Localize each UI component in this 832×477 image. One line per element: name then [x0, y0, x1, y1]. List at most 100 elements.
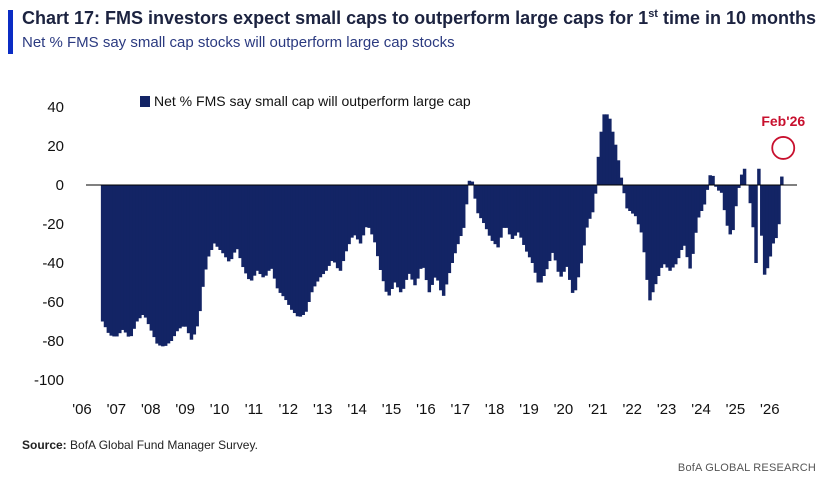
bar — [507, 185, 512, 235]
feb26-annotation: Feb'26 — [761, 113, 805, 160]
bar — [510, 185, 515, 239]
bar — [754, 185, 758, 263]
bar — [599, 131, 604, 185]
bar — [570, 185, 575, 293]
bar — [633, 185, 638, 217]
bar — [702, 185, 707, 205]
bar — [711, 175, 715, 185]
title-tail: time in 10 months — [657, 8, 816, 28]
bar — [556, 185, 561, 272]
bar — [450, 185, 454, 263]
bar — [596, 156, 601, 185]
bar — [321, 185, 326, 275]
x-tick-label: '14 — [347, 401, 367, 418]
y-tick-label: 0 — [56, 177, 64, 194]
bar — [384, 185, 389, 292]
bar — [668, 185, 672, 271]
title-main: Chart 17: FMS investors expect small cap… — [22, 8, 649, 28]
bar — [427, 185, 432, 293]
legend: Net % FMS say small cap will outperform … — [140, 93, 471, 109]
bar — [768, 185, 773, 257]
bar — [181, 185, 185, 327]
bar — [499, 185, 503, 238]
bar — [350, 185, 354, 238]
bar — [453, 185, 457, 254]
bar — [292, 185, 297, 314]
bar — [367, 185, 371, 228]
bar — [719, 185, 724, 193]
bar — [751, 185, 755, 228]
bar — [576, 185, 581, 278]
x-tick-label: '22 — [622, 401, 642, 418]
bar — [424, 185, 429, 281]
bar — [393, 185, 397, 283]
bar — [370, 185, 374, 235]
bar — [611, 131, 615, 185]
bar — [100, 185, 105, 322]
bar — [226, 185, 231, 262]
bar — [152, 185, 156, 338]
bar — [430, 185, 434, 285]
bar — [665, 185, 669, 268]
bar — [550, 185, 555, 253]
bar — [287, 185, 291, 305]
bar — [123, 185, 128, 333]
bar — [444, 185, 449, 285]
bar — [568, 185, 572, 280]
bar — [333, 185, 337, 263]
bar — [642, 185, 646, 253]
bar — [771, 185, 775, 244]
bar — [247, 185, 251, 280]
bar — [195, 185, 199, 327]
bar — [734, 185, 738, 207]
bar — [602, 114, 606, 185]
bar — [358, 185, 363, 244]
bar — [504, 185, 509, 228]
bar — [264, 185, 268, 276]
bar — [401, 185, 406, 289]
bar — [651, 185, 655, 293]
bar — [725, 185, 730, 226]
title-superscript: st — [648, 8, 658, 20]
bar — [249, 185, 254, 281]
bar — [158, 185, 162, 346]
bar — [290, 185, 294, 310]
bar — [662, 185, 667, 265]
bar — [774, 185, 778, 239]
x-tick-label: '26 — [760, 401, 780, 418]
x-tick-label: '25 — [726, 401, 746, 418]
bar — [628, 185, 632, 211]
chart-subtitle: Net % FMS say small cap stocks will outp… — [22, 34, 455, 51]
bar — [479, 185, 483, 219]
x-tick-label: '12 — [279, 401, 299, 418]
bar — [694, 185, 698, 233]
bar — [261, 185, 265, 278]
bar — [410, 185, 414, 280]
bar — [757, 168, 761, 185]
bar — [204, 185, 208, 270]
bar — [542, 185, 546, 276]
bar — [364, 185, 369, 228]
bar — [172, 185, 176, 337]
bar — [688, 185, 692, 269]
bar — [553, 185, 558, 261]
bar — [470, 181, 475, 185]
bar — [138, 185, 142, 319]
bar — [161, 185, 165, 347]
bar — [619, 177, 624, 185]
bar — [275, 185, 280, 289]
bar — [742, 168, 747, 185]
bar — [582, 185, 586, 246]
bar — [132, 185, 136, 329]
bar — [169, 185, 174, 341]
bar — [341, 185, 346, 262]
bar — [656, 185, 661, 276]
bar — [404, 185, 409, 280]
bar — [215, 185, 219, 247]
bar — [748, 185, 753, 204]
bar — [487, 185, 492, 236]
bar — [777, 185, 781, 225]
bar — [198, 185, 202, 312]
y-tick-label: -80 — [42, 333, 64, 350]
bar — [115, 185, 119, 337]
